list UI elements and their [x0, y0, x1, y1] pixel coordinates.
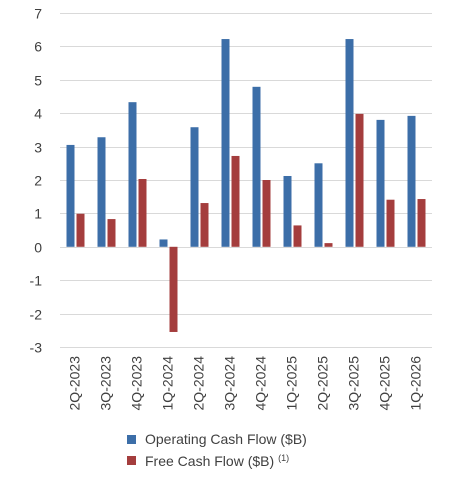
- x-tick-label: 1Q-2026: [408, 356, 424, 411]
- bar-free-cash-flow: [76, 213, 85, 247]
- legend-label-free-cash-flow: Free Cash Flow ($B) (1): [145, 453, 289, 469]
- bar-free-cash-flow: [169, 246, 178, 332]
- bar-operating-cash-flow: [376, 119, 385, 247]
- bar-free-cash-flow: [107, 219, 116, 247]
- bar-operating-cash-flow: [283, 175, 292, 247]
- bar-operating-cash-flow: [128, 102, 137, 247]
- bar-free-cash-flow: [417, 199, 426, 247]
- y-tick-label: -1: [30, 273, 43, 289]
- x-tick-label: 2Q-2025: [315, 356, 331, 411]
- bar-free-cash-flow: [231, 155, 240, 247]
- y-tick-label: -3: [30, 340, 43, 356]
- legend-item-free-cash-flow: Free Cash Flow ($B) (1): [127, 453, 289, 469]
- y-tick-label: 7: [34, 6, 42, 22]
- x-tick-label: 1Q-2024: [160, 356, 176, 411]
- legend-label-operating-cash-flow: Operating Cash Flow ($B): [145, 431, 307, 447]
- bar-operating-cash-flow: [345, 39, 354, 247]
- y-tick-label: 5: [34, 73, 42, 89]
- legend-footnote-marker: (1): [278, 453, 289, 463]
- y-tick-label: 3: [34, 140, 42, 156]
- y-tick-label: -2: [30, 307, 43, 323]
- bars: [66, 39, 426, 332]
- bar-free-cash-flow: [200, 203, 209, 247]
- bar-free-cash-flow: [386, 199, 395, 247]
- x-tick-label: 4Q-2025: [377, 356, 393, 411]
- bar-operating-cash-flow: [314, 163, 323, 247]
- y-tick-label: 4: [34, 106, 42, 122]
- bar-free-cash-flow: [324, 243, 333, 247]
- x-axis-tick-labels: 2Q-2023 3Q-2023 4Q-2023 1Q-2024 2Q-2024 3Q-20…: [67, 356, 424, 411]
- y-tick-label: 0: [34, 240, 42, 256]
- y-axis-tick-labels: 7 6 5 4 3 2 1 0 -1 -2 -3: [30, 6, 43, 356]
- bar-operating-cash-flow: [159, 239, 168, 247]
- bar-operating-cash-flow: [97, 137, 106, 247]
- bar-operating-cash-flow: [66, 144, 75, 247]
- legend-item-operating-cash-flow: Operating Cash Flow ($B): [127, 431, 307, 447]
- bar-free-cash-flow: [293, 225, 302, 247]
- bar-operating-cash-flow: [252, 86, 261, 247]
- bar-free-cash-flow: [262, 180, 271, 247]
- x-tick-label: 4Q-2024: [253, 356, 269, 411]
- x-tick-label: 1Q-2025: [284, 356, 300, 411]
- bar-operating-cash-flow: [190, 127, 199, 247]
- bar-free-cash-flow: [355, 113, 364, 247]
- x-tick-label: 3Q-2024: [222, 356, 238, 411]
- bar-operating-cash-flow: [407, 115, 416, 247]
- x-tick-label: 3Q-2023: [98, 356, 114, 411]
- legend-swatch-operating-cash-flow: [127, 435, 136, 444]
- y-tick-label: 1: [34, 206, 42, 222]
- y-tick-label: 6: [34, 39, 42, 55]
- legend: Operating Cash Flow ($B) Free Cash Flow …: [127, 431, 307, 469]
- x-tick-label: 2Q-2023: [67, 356, 83, 411]
- legend-swatch-free-cash-flow: [127, 456, 136, 465]
- legend-label-free-cash-flow-text: Free Cash Flow ($B): [145, 453, 274, 469]
- x-tick-label: 2Q-2024: [191, 356, 207, 411]
- x-tick-label: 3Q-2025: [346, 356, 362, 411]
- bar-free-cash-flow: [138, 178, 147, 247]
- y-tick-label: 2: [34, 173, 42, 189]
- x-tick-label: 4Q-2023: [129, 356, 145, 411]
- gridlines: [60, 13, 432, 348]
- bar-operating-cash-flow: [221, 39, 230, 247]
